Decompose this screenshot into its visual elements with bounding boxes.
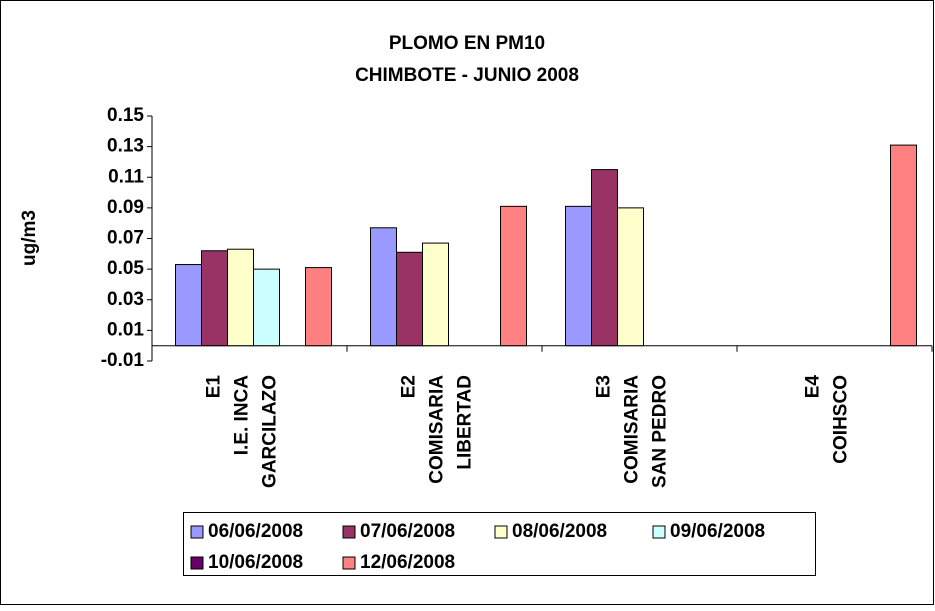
legend-label: 06/06/2008 <box>208 521 303 542</box>
legend-label: 09/06/2008 <box>670 521 765 542</box>
legend-swatch <box>190 556 204 570</box>
x-tick-label: I.E. INCA <box>232 375 253 456</box>
legend-label: 10/06/2008 <box>208 552 303 573</box>
bar <box>175 264 202 347</box>
legend-swatch <box>494 525 508 539</box>
x-tick-label: E4 <box>803 375 824 399</box>
bar <box>617 207 644 347</box>
bar <box>565 205 592 347</box>
bar <box>370 227 397 347</box>
legend-box <box>183 512 816 576</box>
legend-label: 07/06/2008 <box>360 521 455 542</box>
chart-title: PLOMO EN PM10 <box>389 33 545 54</box>
bar <box>253 268 280 347</box>
chart-subtitle: CHIMBOTE - JUNIO 2008 <box>355 65 579 86</box>
y-tick-label: 0.09 <box>107 197 144 218</box>
x-tick-label: E1 <box>204 375 225 399</box>
bar <box>890 144 917 347</box>
legend-swatch <box>342 525 356 539</box>
bar <box>422 242 449 347</box>
x-tick-label: GARCILAZO <box>260 375 281 488</box>
legend-swatch <box>342 556 356 570</box>
bar <box>201 250 228 347</box>
x-tick-label: COMISARIA <box>427 375 448 484</box>
y-tick-label: 0.15 <box>107 105 144 126</box>
y-tick-label: 0.01 <box>107 319 144 340</box>
y-tick-label: -0.01 <box>101 350 145 371</box>
legend-swatch <box>652 525 666 539</box>
x-tick-label: E2 <box>399 375 420 398</box>
x-tick-label: LIBERTAD <box>455 375 476 470</box>
bar <box>305 267 332 347</box>
x-tick-label: SAN PEDRO <box>650 375 671 488</box>
x-tick-label: COMISARIA <box>622 375 643 484</box>
y-axis-label: ug/m3 <box>19 210 40 266</box>
legend-label: 08/06/2008 <box>512 521 607 542</box>
bar <box>227 248 254 347</box>
bar <box>396 251 423 347</box>
y-tick-label: 0.03 <box>107 289 144 310</box>
y-tick-label: 0.11 <box>108 166 144 187</box>
y-tick-label: 0.07 <box>107 228 144 249</box>
legend-swatch <box>190 525 204 539</box>
x-tick-label: COIHSCO <box>831 375 852 464</box>
y-tick-label: 0.05 <box>107 258 144 279</box>
legend-label: 12/06/2008 <box>360 552 455 573</box>
bar <box>591 169 618 347</box>
y-tick-label: 0.13 <box>107 136 144 157</box>
bar <box>500 205 527 347</box>
x-tick-label: E3 <box>594 375 615 398</box>
